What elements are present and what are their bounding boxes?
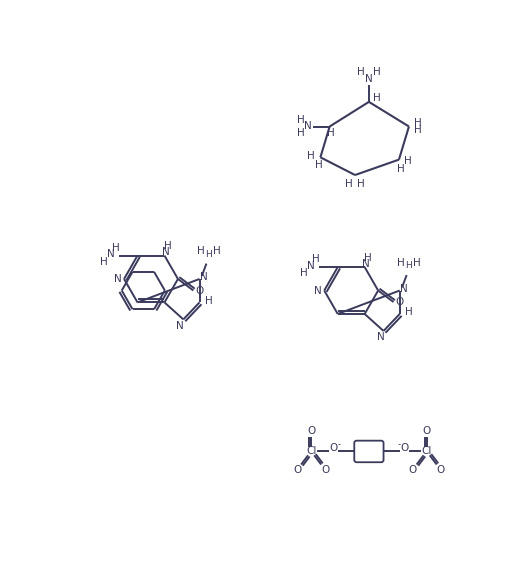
Text: H: H — [345, 179, 353, 189]
Text: O: O — [396, 297, 404, 307]
Text: H: H — [100, 257, 108, 266]
Text: H: H — [414, 117, 422, 128]
Text: N: N — [376, 332, 384, 342]
Text: N: N — [200, 272, 208, 282]
Text: O: O — [293, 465, 302, 475]
Text: H: H — [397, 164, 405, 174]
Text: N: N — [307, 261, 315, 270]
Text: H: H — [205, 250, 212, 259]
Text: H: H — [313, 254, 320, 264]
Text: H: H — [414, 125, 422, 135]
Text: H: H — [297, 115, 305, 124]
Text: N: N — [107, 249, 114, 259]
Text: H: H — [327, 128, 335, 139]
Text: H: H — [405, 308, 413, 317]
Text: H: H — [112, 243, 120, 253]
Text: H: H — [297, 128, 305, 138]
Text: H: H — [405, 156, 412, 166]
Text: O: O — [307, 426, 315, 435]
Text: H: H — [300, 268, 308, 278]
Text: N: N — [162, 248, 170, 257]
Text: N: N — [176, 320, 184, 331]
Text: H: H — [373, 67, 381, 77]
Text: H: H — [413, 258, 421, 268]
Text: N: N — [400, 284, 408, 294]
Text: N: N — [314, 285, 322, 296]
Text: H: H — [164, 241, 172, 252]
Text: H: H — [213, 246, 220, 256]
Text: O: O — [400, 444, 408, 453]
Text: O: O — [321, 465, 329, 475]
Text: H: H — [357, 67, 365, 77]
Text: O: O — [423, 426, 431, 435]
Text: H: H — [197, 246, 205, 256]
Text: Cl: Cl — [306, 446, 316, 457]
Text: N: N — [304, 121, 312, 131]
Text: Pt: Pt — [361, 445, 376, 458]
Text: H: H — [357, 179, 365, 189]
Text: H: H — [307, 151, 315, 161]
Text: -: - — [397, 440, 400, 449]
Text: O: O — [409, 465, 417, 475]
Text: O: O — [436, 465, 445, 475]
Text: Cl: Cl — [422, 446, 432, 457]
Text: -: - — [337, 440, 341, 449]
Text: N: N — [114, 274, 122, 284]
Text: H: H — [205, 296, 213, 306]
FancyBboxPatch shape — [354, 441, 384, 462]
Text: N: N — [365, 74, 373, 84]
Text: H: H — [315, 160, 323, 170]
Text: H: H — [373, 93, 381, 103]
Text: H: H — [406, 261, 412, 270]
Text: H: H — [364, 253, 372, 263]
Text: O: O — [196, 285, 204, 296]
Text: N: N — [362, 259, 370, 269]
Text: H: H — [397, 258, 405, 268]
Text: O: O — [329, 444, 337, 453]
